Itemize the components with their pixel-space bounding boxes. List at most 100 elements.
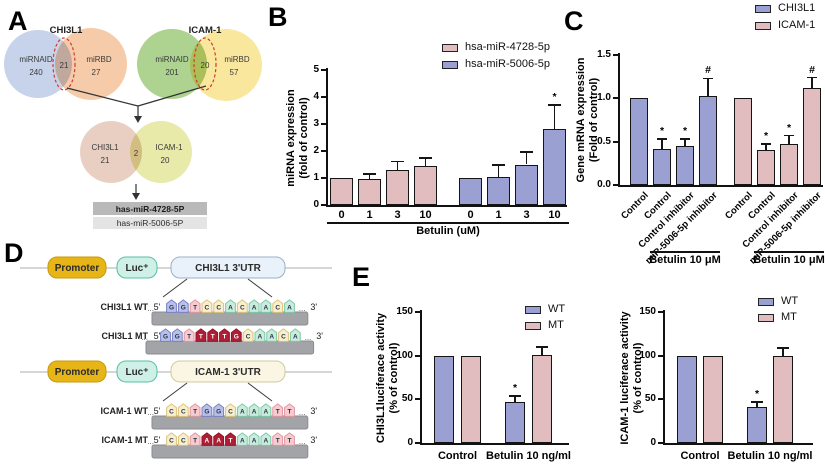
y-tick-label: 100	[639, 349, 656, 361]
y-tick-label: 1.0	[597, 92, 611, 104]
y-tick	[321, 177, 327, 179]
nucleotide-letter: A	[240, 409, 245, 416]
venn-circle-chi3l1	[80, 121, 142, 183]
x-tick-label: 1	[366, 209, 373, 221]
x-axis	[420, 443, 570, 445]
error-bar	[811, 77, 813, 88]
zoom-lines	[162, 382, 273, 402]
nucleotide-letter: A	[264, 438, 269, 445]
y-tick	[613, 54, 619, 56]
nucleotide-letter: A	[264, 305, 269, 312]
error-bar	[553, 105, 556, 130]
y-tick-label: 50	[644, 393, 656, 405]
nucleotide-letter: T	[193, 438, 197, 445]
sequence-bar	[151, 311, 309, 326]
nucleotide-block	[260, 432, 272, 446]
error-bar	[368, 173, 371, 180]
nucleotide-block	[272, 432, 284, 446]
nucleotide-letter: G	[216, 409, 221, 416]
nucleotide-letter: T	[276, 409, 280, 416]
bar	[734, 98, 752, 185]
nucleotide-block	[213, 403, 225, 417]
nucleotide-letter: T	[276, 438, 280, 445]
y-tick-label: 4	[313, 91, 319, 102]
error-bar	[514, 395, 516, 402]
panel-label-b: B	[268, 2, 288, 32]
venn-intersection: CHI3L1 21 2 ICAM-1 20	[80, 121, 192, 183]
y-tick-label: 2	[313, 145, 319, 156]
bar	[487, 176, 510, 205]
sequence-bar	[145, 340, 315, 355]
group-line	[754, 251, 824, 253]
promoter-label: Promoter	[55, 367, 100, 378]
nucleotide-letter: C	[181, 438, 186, 445]
venn-title-icam1: ICAM-1	[189, 25, 222, 36]
y-axis	[618, 53, 620, 185]
utr-label-icam1: ICAM-1 3'UTR	[195, 367, 261, 378]
error-cap	[509, 394, 521, 397]
x-group-label: Control	[680, 450, 720, 462]
five-prime-label: 5'	[154, 406, 161, 416]
y-tick-label: 0.5	[597, 135, 611, 147]
sequence-row-label: ICAM-1 MT	[102, 435, 149, 445]
ellipsis: ...	[147, 304, 154, 313]
error-bar	[424, 158, 427, 166]
legend-swatch	[758, 298, 774, 306]
construct-diagram-panel: Promoter Luc⁺ CHI3L1 3'UTR Promoter Luc⁺…	[20, 256, 332, 459]
nucleotide-block	[242, 328, 254, 342]
error-cap	[777, 346, 789, 349]
x-group-label: Betulin 10 ng/ml	[486, 450, 571, 462]
bar	[676, 146, 694, 185]
chart-mirna-expression: miRNA expression (fold of control) 0 1 2 3 4 5…	[282, 28, 570, 242]
construct-chi3l1: Promoter Luc⁺ CHI3L1 3'UTR	[47, 256, 286, 298]
utr-box-icam1	[170, 360, 286, 383]
y-axis	[326, 68, 328, 205]
legend-swatch	[525, 306, 541, 314]
venn-chi3l1-sources: CHI3L1 miRNAID 240 21 miRBD 27	[4, 25, 127, 100]
y-tick	[321, 96, 327, 98]
nucleotide-letter: G	[204, 409, 209, 416]
nucleotide-letter: G	[181, 305, 186, 312]
y-tick-label: 150	[639, 306, 656, 317]
y-axis-label: CHI3L1luciferace activity (% of control)	[375, 312, 400, 443]
bar	[780, 144, 798, 185]
ellipsis: ...	[147, 408, 154, 417]
y-axis-label: Gene mRNA expression (Fold of control)	[575, 57, 600, 183]
bar	[630, 98, 648, 185]
error-cap	[751, 401, 763, 403]
three-prime-label: 3'	[310, 302, 317, 312]
legend-swatch	[755, 5, 771, 13]
nucleotide-block	[260, 299, 272, 313]
y-axis-label: ICAM-1 luciferace activity (% of control…	[619, 310, 644, 445]
bar	[532, 354, 552, 443]
x-tick-label: 10	[419, 209, 432, 221]
venn-overlap-count: 2	[134, 149, 139, 158]
error-cap	[679, 138, 691, 140]
nucleotide-letter: G	[169, 305, 174, 312]
nucleotide-block	[177, 432, 189, 446]
nucleotide-letter: C	[281, 334, 286, 341]
legend-label: ICAM-1	[778, 19, 816, 31]
chart-gene-mrna-expression: Gene mRNA expression (Fold of control) 0.…	[568, 0, 825, 268]
venn-set-label: miRBD	[224, 55, 250, 64]
y-tick	[613, 97, 619, 100]
nucleotide-letter: A	[269, 334, 274, 341]
nucleotide-letter: T	[229, 438, 233, 445]
error-bar	[684, 139, 686, 146]
nucleotide-block	[248, 299, 260, 313]
y-tick	[658, 354, 664, 357]
legend-swatch	[442, 44, 458, 52]
y-tick-label: 100	[396, 349, 413, 361]
nucleotide-letter: T	[199, 334, 203, 341]
ellipsis: ...	[141, 333, 148, 342]
nucleotide-block	[189, 432, 201, 446]
significance-mark: *	[763, 130, 769, 143]
venn-set-count: 240	[29, 68, 43, 77]
nucleotide-block	[213, 432, 225, 446]
nucleotide-letter: A	[287, 305, 292, 312]
y-tick	[321, 69, 327, 71]
x-tick-label: 0	[338, 209, 345, 221]
y-tick-label: 3	[313, 118, 319, 129]
y-tick	[415, 442, 421, 444]
